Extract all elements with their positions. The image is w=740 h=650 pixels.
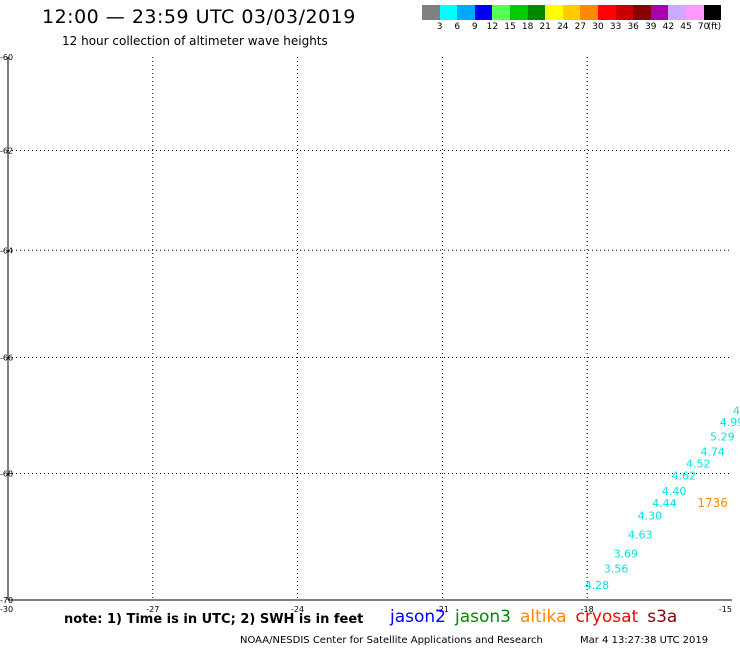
color-scale-label: 27 <box>574 22 587 32</box>
wave-height-point: 3.56 <box>604 562 629 575</box>
wave-height-point: 4.99 <box>720 416 740 429</box>
y-tick-label: -68 <box>0 470 13 479</box>
color-scale-label: 6 <box>454 22 461 32</box>
x-tick-label: -30 <box>0 605 13 614</box>
y-tick-label: -60 <box>0 53 13 62</box>
y-tick-label: -70 <box>0 596 13 605</box>
color-swatch <box>703 5 722 20</box>
chart-title: 12:00 — 23:59 UTC 03/03/2019 <box>42 6 356 28</box>
satellite-cryosat: cryosat <box>575 607 639 627</box>
wave-height-point: 4.44 <box>652 497 677 510</box>
color-swatch <box>545 5 563 20</box>
wave-height-point: 4.52 <box>686 457 711 470</box>
credit-text: NOAA/NESDIS Center for Satellite Applica… <box>240 635 543 646</box>
wave-height-point: 4.63 <box>628 528 653 541</box>
color-scale-unit: (ft) <box>707 22 722 32</box>
satellite-jason3: jason3 <box>455 607 511 627</box>
color-scale-label: 33 <box>609 22 622 32</box>
color-scale-label: 30 <box>592 22 604 32</box>
color-swatch <box>509 5 528 20</box>
wave-height-point: 4.74 <box>700 445 725 458</box>
wave-height-point: 3.69 <box>614 548 639 561</box>
color-scale-label: 39 <box>645 22 657 32</box>
color-swatch <box>633 5 651 20</box>
color-scale-label: 42 <box>662 22 675 32</box>
y-tick-label: -62 <box>0 146 13 155</box>
x-tick-label: -24 <box>291 605 304 614</box>
x-tick-label: -21 <box>436 605 449 614</box>
time-annotation: 1736 <box>697 496 728 510</box>
wave-height-point: 4.40 <box>662 485 687 498</box>
y-tick-label: -64 <box>0 246 13 255</box>
color-scale-label: 3 <box>436 22 443 32</box>
color-swatch <box>562 5 581 20</box>
satellite-jason2: jason2 <box>390 607 446 627</box>
color-scale-label: 15 <box>504 22 516 32</box>
color-swatch <box>615 5 634 20</box>
color-swatch <box>685 5 704 20</box>
color-scale-label: 12 <box>486 22 499 32</box>
color-swatch <box>492 5 510 20</box>
y-tick-label: -66 <box>0 354 13 363</box>
color-scale-label: 18 <box>521 22 534 32</box>
wave-height-point: 4.9 <box>733 404 740 417</box>
wave-height-point: 4.30 <box>638 510 663 523</box>
x-tick-label: -18 <box>581 605 594 614</box>
color-swatch <box>650 5 669 20</box>
color-swatch <box>597 5 616 20</box>
color-swatch <box>668 5 686 20</box>
color-scale-bar <box>422 5 722 20</box>
satellite-s3a: s3a <box>647 607 678 627</box>
color-swatch <box>527 5 546 20</box>
color-swatch <box>580 5 598 20</box>
units-note: note: 1) Time is in UTC; 2) SWH is in fe… <box>64 612 364 627</box>
color-scale-label: 9 <box>471 22 478 32</box>
x-tick-label: -27 <box>146 605 159 614</box>
satellite-altika: altika <box>520 607 567 627</box>
color-swatch <box>457 5 475 20</box>
satellite-legend: jason2 jason3 altika cryosat s3a <box>390 607 677 627</box>
x-tick-label: -15 <box>719 605 732 614</box>
chart-subtitle: 12 hour collection of altimeter wave hei… <box>62 34 328 48</box>
color-scale-label: 45 <box>680 22 692 32</box>
color-swatch <box>474 5 493 20</box>
wave-height-point: 4.62 <box>671 470 696 483</box>
color-swatch <box>439 5 458 20</box>
wave-height-point: 5.29 <box>710 431 735 444</box>
color-scale-label: 24 <box>557 22 569 32</box>
color-scale-label: 70 <box>697 22 710 32</box>
color-scale-label: 36 <box>627 22 639 32</box>
generation-timestamp: Mar 4 13:27:38 UTC 2019 <box>580 635 709 646</box>
wave-height-point: 4.28 <box>585 579 610 592</box>
color-swatch <box>422 5 440 20</box>
color-scale-label: 21 <box>539 22 551 32</box>
